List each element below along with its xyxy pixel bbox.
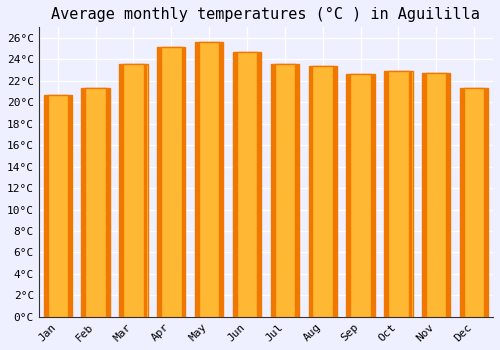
Bar <box>350 75 371 317</box>
Bar <box>346 75 375 317</box>
Bar <box>274 64 295 317</box>
Bar <box>332 66 337 317</box>
Title: Average monthly temperatures (°C ) in Aguililla: Average monthly temperatures (°C ) in Ag… <box>52 7 480 22</box>
Bar <box>233 52 237 317</box>
Bar <box>270 64 299 317</box>
Bar <box>68 95 72 317</box>
Bar <box>422 74 450 317</box>
Bar <box>312 66 333 317</box>
Bar <box>237 52 257 317</box>
Bar <box>195 42 224 317</box>
Bar <box>426 74 446 317</box>
Bar <box>384 71 388 317</box>
Bar <box>82 89 86 317</box>
Bar <box>257 52 261 317</box>
Bar <box>48 95 68 317</box>
Bar <box>384 71 412 317</box>
Bar <box>484 89 488 317</box>
Bar <box>308 66 313 317</box>
Bar <box>388 71 408 317</box>
Bar <box>44 95 72 317</box>
Bar <box>199 42 220 317</box>
Bar <box>157 47 162 317</box>
Bar <box>464 89 484 317</box>
Bar <box>143 64 148 317</box>
Bar <box>219 42 223 317</box>
Bar <box>123 64 144 317</box>
Bar <box>460 89 464 317</box>
Bar <box>161 47 182 317</box>
Bar <box>181 47 186 317</box>
Bar <box>271 64 275 317</box>
Bar <box>157 47 186 317</box>
Bar <box>308 66 337 317</box>
Bar <box>346 75 351 317</box>
Bar <box>119 64 148 317</box>
Bar <box>86 89 106 317</box>
Bar <box>120 64 124 317</box>
Bar <box>460 89 488 317</box>
Bar <box>408 71 412 317</box>
Bar <box>422 74 426 317</box>
Bar <box>44 95 48 317</box>
Bar <box>233 52 261 317</box>
Bar <box>82 89 110 317</box>
Bar <box>370 75 374 317</box>
Bar <box>294 64 299 317</box>
Bar <box>446 74 450 317</box>
Bar <box>195 42 200 317</box>
Bar <box>106 89 110 317</box>
